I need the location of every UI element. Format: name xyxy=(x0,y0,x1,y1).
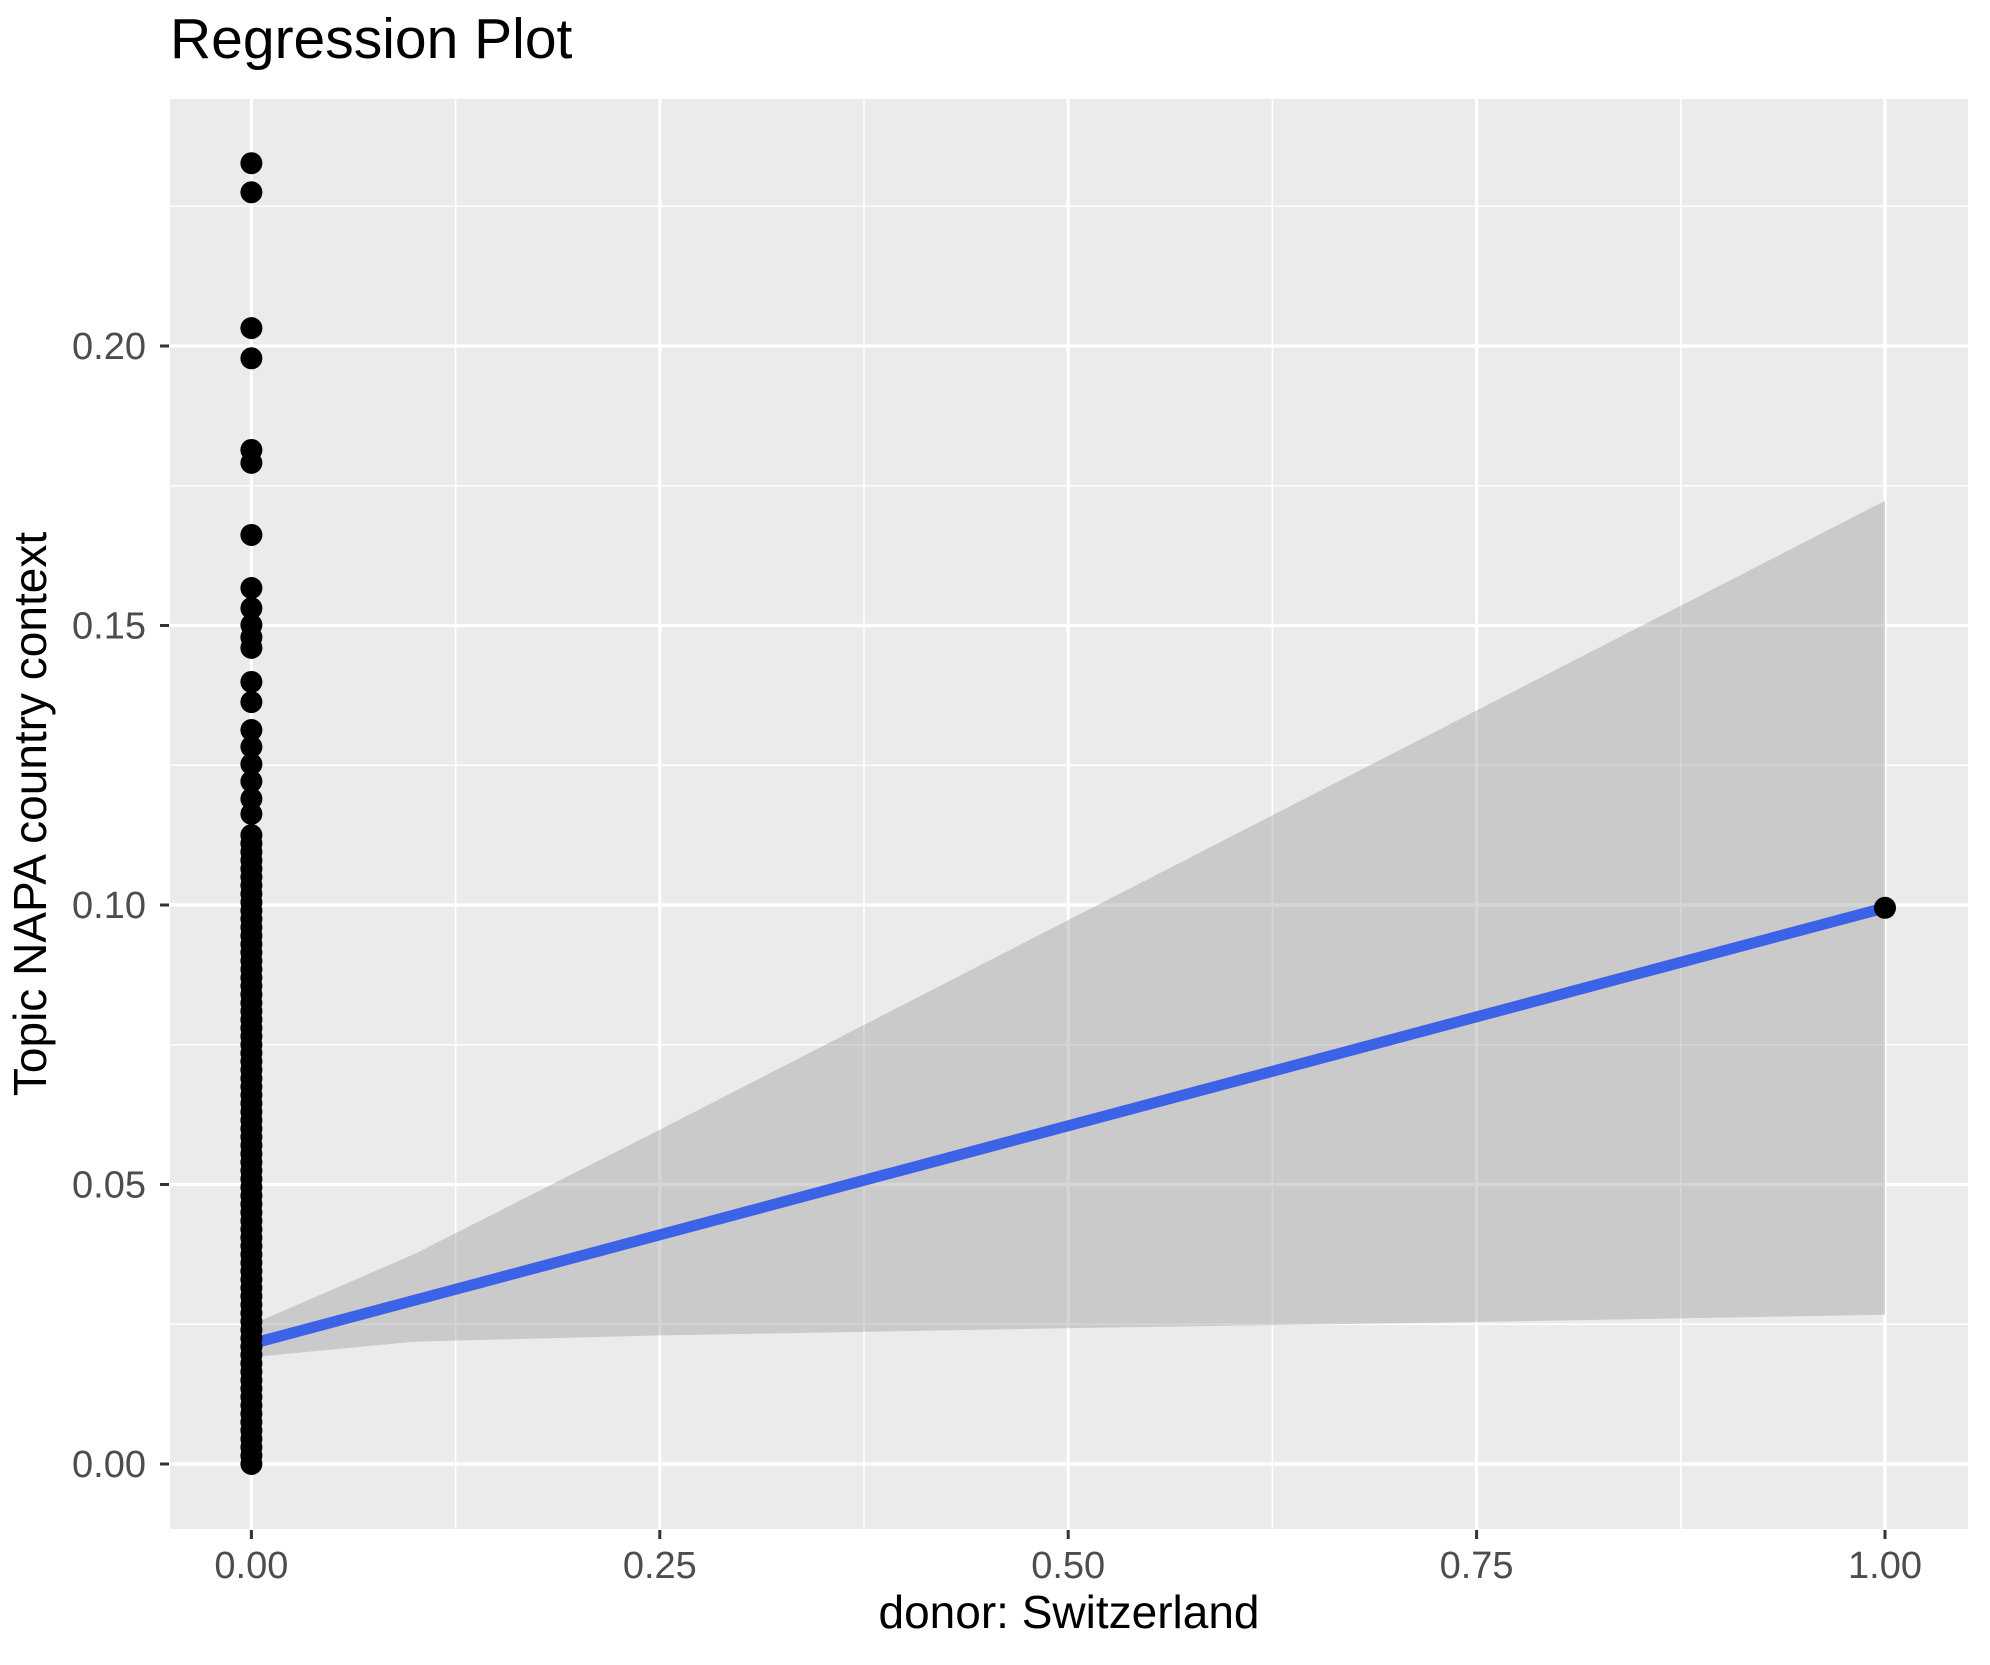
data-point xyxy=(240,181,263,204)
y-tick-label: 0.05 xyxy=(72,1165,146,1207)
y-axis-ticks xyxy=(160,344,169,1466)
confidence-ribbon xyxy=(251,500,1885,1358)
data-point xyxy=(240,753,263,776)
x-tick-label: 0.00 xyxy=(214,1545,288,1587)
scatter-points xyxy=(240,152,1896,1475)
x-tick-label: 1.00 xyxy=(1848,1545,1922,1587)
data-point xyxy=(240,787,263,810)
data-point xyxy=(240,317,263,340)
x-axis-title: donor: Switzerland xyxy=(879,1586,1260,1638)
data-point xyxy=(240,824,263,847)
data-point xyxy=(240,347,263,370)
regression-line xyxy=(249,902,1887,1350)
data-point xyxy=(240,691,263,714)
data-point xyxy=(240,597,263,620)
y-axis-tick-labels: 0.00 0.05 0.10 0.15 0.20 xyxy=(72,326,146,1486)
x-tick-label: 0.50 xyxy=(1031,1545,1105,1587)
y-tick-label: 0.10 xyxy=(72,885,146,927)
data-point xyxy=(240,770,263,793)
y-tick-label: 0.00 xyxy=(72,1444,146,1486)
x-axis-ticks xyxy=(249,1530,1887,1539)
plot-title: Regression Plot xyxy=(170,7,573,71)
data-point xyxy=(240,451,263,474)
x-axis-tick-labels: 0.00 0.25 0.50 0.75 1.00 xyxy=(214,1545,1922,1587)
data-point xyxy=(1874,896,1896,919)
y-tick-label: 0.20 xyxy=(72,326,146,368)
data-point xyxy=(240,152,263,175)
y-axis-title: Topic NAPA country context xyxy=(4,532,56,1096)
data-point xyxy=(240,719,263,742)
x-tick-label: 0.25 xyxy=(623,1545,697,1587)
data-point xyxy=(240,636,263,659)
data-point xyxy=(240,802,263,825)
data-point xyxy=(240,523,263,546)
x-tick-label: 0.75 xyxy=(1440,1545,1514,1587)
y-tick-label: 0.15 xyxy=(72,606,146,648)
data-point xyxy=(240,577,263,600)
data-point xyxy=(240,670,263,693)
data-point xyxy=(240,735,263,758)
